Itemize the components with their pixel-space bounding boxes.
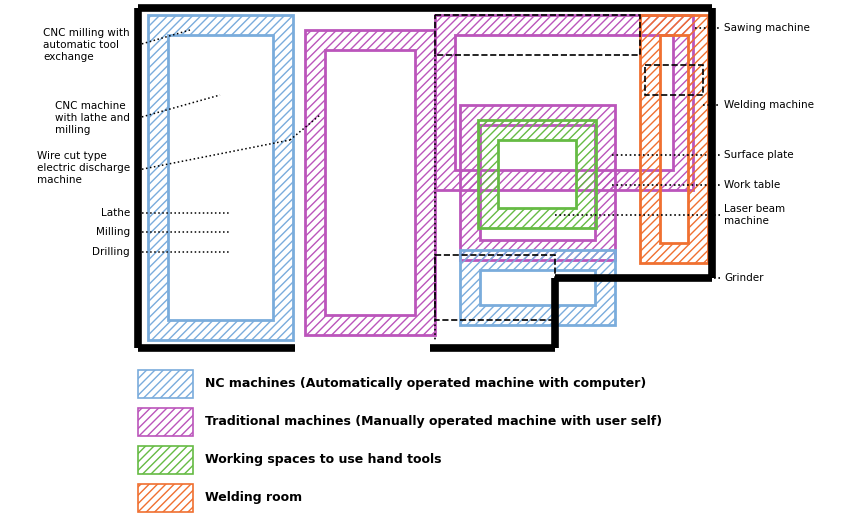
Bar [460, 105, 615, 125]
Bar [138, 370, 193, 398]
Bar [595, 270, 615, 305]
Bar [498, 140, 576, 208]
Bar [460, 270, 480, 305]
Bar [138, 370, 193, 398]
Bar [138, 446, 193, 474]
Text: CNC machine
with lathe and
milling: CNC machine with lathe and milling [55, 101, 130, 135]
Bar [148, 15, 293, 35]
Bar [645, 65, 703, 95]
Bar [415, 50, 435, 315]
Bar [460, 250, 615, 325]
Text: Welding machine: Welding machine [724, 100, 814, 110]
Text: CNC milling with
automatic tool
exchange: CNC milling with automatic tool exchange [43, 28, 130, 62]
Text: NC machines (Automatically operated machine with computer): NC machines (Automatically operated mach… [205, 377, 646, 390]
Bar [595, 270, 615, 305]
Text: Surface plate: Surface plate [724, 150, 794, 160]
Bar [460, 240, 615, 260]
Text: Grinder: Grinder [724, 273, 764, 283]
Bar [480, 125, 595, 240]
Text: Laser beam
machine: Laser beam machine [724, 204, 785, 226]
Bar [435, 15, 693, 35]
Bar [460, 240, 615, 260]
Bar [640, 15, 708, 35]
Bar [273, 35, 293, 320]
Bar [460, 125, 480, 240]
Bar [305, 30, 435, 50]
Bar [435, 15, 693, 190]
Bar [305, 30, 435, 335]
Text: Traditional machines (Manually operated machine with user self): Traditional machines (Manually operated … [205, 416, 662, 429]
Bar [460, 305, 615, 325]
Bar [435, 170, 693, 190]
Bar [595, 125, 615, 240]
Bar [305, 315, 435, 335]
Bar [273, 35, 293, 320]
Bar [460, 105, 615, 260]
Bar [478, 208, 596, 228]
Bar [148, 35, 168, 320]
Bar [478, 120, 596, 140]
Bar [148, 35, 168, 320]
Bar [148, 15, 293, 340]
Bar [460, 250, 615, 270]
Bar [460, 105, 615, 125]
Bar [478, 208, 596, 228]
Bar [325, 50, 415, 315]
Bar [138, 484, 193, 512]
Text: Sawing machine: Sawing machine [724, 23, 810, 33]
Bar [305, 30, 435, 50]
Bar [148, 320, 293, 340]
Bar [455, 35, 673, 170]
Text: Drilling: Drilling [92, 247, 130, 257]
Text: Working spaces to use hand tools: Working spaces to use hand tools [205, 454, 441, 467]
Text: Welding room: Welding room [205, 492, 302, 504]
Bar [415, 50, 435, 315]
Bar [640, 243, 708, 263]
Bar [673, 35, 693, 170]
Bar [460, 125, 480, 240]
Bar [435, 35, 455, 170]
Bar [640, 35, 660, 243]
Bar [480, 270, 595, 305]
Bar [460, 250, 615, 270]
Bar [478, 140, 498, 208]
Bar [435, 15, 640, 55]
Bar [148, 15, 293, 35]
Bar [460, 270, 480, 305]
Bar [640, 15, 708, 35]
Text: Milling: Milling [95, 227, 130, 237]
Bar [576, 140, 596, 208]
Text: Wire cut type
electric discharge
machine: Wire cut type electric discharge machine [37, 151, 130, 185]
Bar [435, 15, 693, 35]
Bar [460, 305, 615, 325]
Text: Lathe: Lathe [101, 208, 130, 218]
Bar [640, 15, 708, 263]
Bar [688, 35, 708, 243]
Text: Work table: Work table [724, 180, 780, 190]
Bar [305, 315, 435, 335]
Bar [688, 35, 708, 243]
Bar [435, 255, 555, 320]
Bar [595, 125, 615, 240]
Bar [478, 120, 596, 140]
Bar [478, 120, 596, 228]
Bar [138, 484, 193, 512]
Bar [305, 50, 325, 315]
Bar [435, 35, 455, 170]
Bar [138, 446, 193, 474]
Bar [576, 140, 596, 208]
Bar [138, 408, 193, 436]
Bar [673, 35, 693, 170]
Bar [148, 320, 293, 340]
Bar [305, 50, 325, 315]
Bar [478, 140, 498, 208]
Bar [168, 35, 273, 320]
Bar [435, 170, 693, 190]
Bar [640, 243, 708, 263]
Bar [640, 35, 660, 243]
Bar [138, 408, 193, 436]
Bar [660, 35, 688, 243]
